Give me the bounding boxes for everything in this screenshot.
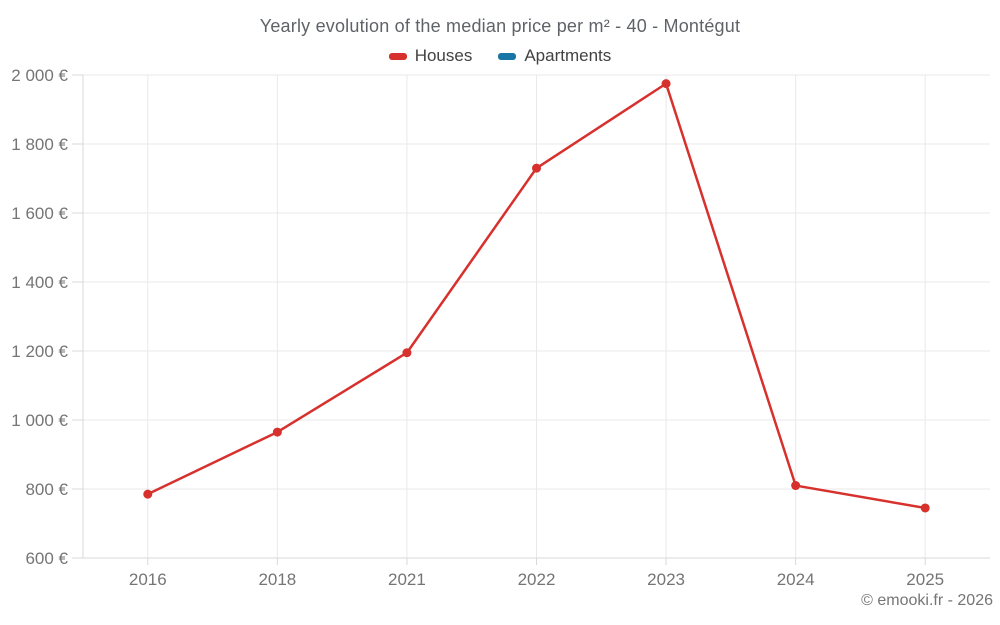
legend: Houses Apartments: [0, 46, 1000, 66]
houses-data-point-2018[interactable]: [272, 427, 282, 437]
x-axis-tick-label: 2018: [258, 570, 296, 589]
y-axis-tick-label: 1 600 €: [11, 204, 68, 223]
y-axis-tick-label: 600 €: [25, 549, 68, 568]
houses-data-point-2022[interactable]: [532, 163, 541, 173]
y-axis-tick-label: 2 000 €: [11, 66, 68, 85]
houses-data-point-2023[interactable]: [661, 79, 671, 89]
legend-label-apartments: Apartments: [524, 46, 612, 65]
x-axis-tick-label: 2016: [129, 570, 167, 589]
legend-label-houses: Houses: [414, 46, 473, 65]
copyright-footer: © emooki.fr - 2026: [861, 592, 993, 609]
houses-series-swatch: [388, 52, 407, 60]
houses-data-point-2016[interactable]: [143, 489, 153, 499]
houses-data-point-2021[interactable]: [402, 348, 412, 358]
y-axis-tick-label: 1 200 €: [11, 342, 68, 361]
legend-item-houses[interactable]: Houses: [388, 46, 473, 66]
y-axis-tick-label: 1 400 €: [11, 273, 68, 292]
y-axis-tick-label: 800 €: [25, 480, 68, 499]
x-axis-tick-label: 2025: [906, 570, 944, 589]
y-axis-tick-label: 1 000 €: [11, 411, 68, 430]
x-axis-tick-label: 2023: [647, 570, 685, 589]
houses-data-point-2025[interactable]: [920, 503, 930, 513]
legend-item-apartments[interactable]: Apartments: [498, 46, 611, 66]
x-axis-tick-label: 2021: [388, 570, 426, 589]
x-axis-tick-label: 2022: [518, 570, 556, 589]
apartments-series-swatch: [498, 52, 517, 60]
x-axis-tick-label: 2024: [777, 570, 815, 589]
houses-data-point-2024[interactable]: [791, 481, 801, 491]
chart-title: Yearly evolution of the median price per…: [259, 16, 741, 36]
y-axis-tick-label: 1 800 €: [11, 135, 68, 154]
